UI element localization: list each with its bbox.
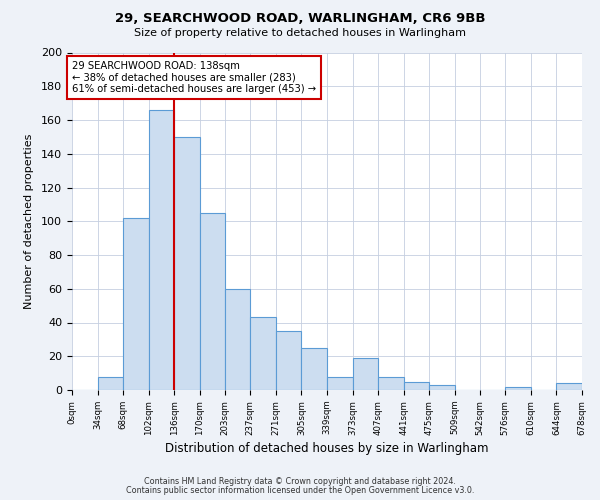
Bar [378,376,404,390]
Bar [250,318,276,390]
Text: 29, SEARCHWOOD ROAD, WARLINGHAM, CR6 9BB: 29, SEARCHWOOD ROAD, WARLINGHAM, CR6 9BB [115,12,485,26]
Bar [200,213,224,390]
Text: Contains public sector information licensed under the Open Government Licence v3: Contains public sector information licen… [126,486,474,495]
Bar [175,137,200,390]
Bar [149,110,175,390]
Bar [430,385,455,390]
Bar [276,331,301,390]
Bar [301,348,327,390]
Bar [353,358,378,390]
Bar [556,383,582,390]
Text: Contains HM Land Registry data © Crown copyright and database right 2024.: Contains HM Land Registry data © Crown c… [144,477,456,486]
Y-axis label: Number of detached properties: Number of detached properties [24,134,34,309]
Bar [98,376,123,390]
Bar [404,382,430,390]
Bar [224,289,250,390]
X-axis label: Distribution of detached houses by size in Warlingham: Distribution of detached houses by size … [165,442,489,454]
Bar [505,386,531,390]
Text: 29 SEARCHWOOD ROAD: 138sqm
← 38% of detached houses are smaller (283)
61% of sem: 29 SEARCHWOOD ROAD: 138sqm ← 38% of deta… [72,61,316,94]
Text: Size of property relative to detached houses in Warlingham: Size of property relative to detached ho… [134,28,466,38]
Bar [327,376,353,390]
Bar [123,218,149,390]
